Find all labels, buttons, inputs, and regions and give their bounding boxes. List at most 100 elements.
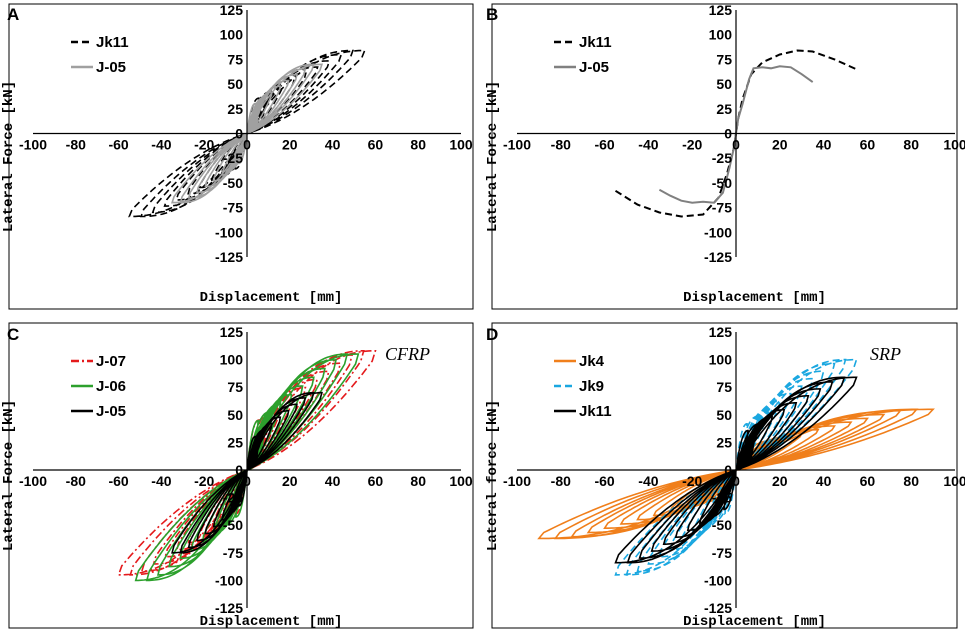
x-tick-label: -60 <box>594 137 614 153</box>
panel-letter: D <box>486 325 498 344</box>
y-tick-label: 125 <box>709 324 733 340</box>
legend-label-j-05: J-05 <box>96 403 126 420</box>
x-tick-label: 40 <box>816 137 832 153</box>
y-tick-label: 0 <box>235 126 243 142</box>
x-tick-label: 100 <box>943 473 965 489</box>
panel-annotation: SRP <box>870 344 901 364</box>
x-tick-label: 40 <box>816 473 832 489</box>
x-tick-label: 80 <box>903 473 919 489</box>
y-tick-label: -125 <box>704 249 732 265</box>
x-tick-label: 60 <box>368 473 384 489</box>
y-axis-title: Lateral Force [kN] <box>485 81 501 232</box>
x-tick-label: -20 <box>194 473 214 489</box>
x-tick-label: 0 <box>732 137 740 153</box>
x-tick-label: 0 <box>243 473 251 489</box>
legend-label-jk11: Jk11 <box>96 34 129 51</box>
x-tick-label: 0 <box>243 137 251 153</box>
y-tick-label: -75 <box>223 200 243 216</box>
y-tick-label: -100 <box>704 572 732 588</box>
y-tick-label: -100 <box>704 224 732 240</box>
x-tick-label: 100 <box>449 473 473 489</box>
y-tick-label: -50 <box>223 175 243 191</box>
x-tick-label: -80 <box>66 137 86 153</box>
legend-label-jk4: Jk4 <box>579 353 605 370</box>
x-tick-label: -80 <box>66 473 86 489</box>
x-tick-label: -20 <box>682 473 702 489</box>
y-tick-label: -25 <box>223 490 243 506</box>
x-tick-label: 80 <box>410 137 426 153</box>
legend-label-j-06: J-06 <box>96 378 126 395</box>
panel-d: -100 -80 -60 -40 -20 0 20 40 60 80 100 -125 -100 -75 -… <box>485 322 965 630</box>
x-tick-label: 60 <box>860 473 876 489</box>
legend-label-jk11: Jk11 <box>579 403 612 420</box>
y-tick-label: -75 <box>223 545 243 561</box>
y-tick-label: 25 <box>716 434 732 450</box>
y-tick-label: -25 <box>712 150 732 166</box>
y-tick-label: -75 <box>712 200 732 216</box>
y-tick-label: 75 <box>716 51 732 67</box>
y-tick-label: -50 <box>223 517 243 533</box>
panel-frame <box>491 3 958 310</box>
panel-a: -100 -80 -60 -40 -20 0 20 40 60 80 100 -125 -100 -75 -… <box>1 2 474 310</box>
x-tick-label: -40 <box>151 137 171 153</box>
x-tick-label: -100 <box>503 473 531 489</box>
y-tick-label: -25 <box>223 150 243 166</box>
y-tick-label: 50 <box>716 407 732 423</box>
x-tick-label: -100 <box>503 137 531 153</box>
legend-label-j-05: J-05 <box>96 59 126 76</box>
y-tick-label: -100 <box>215 572 243 588</box>
x-tick-label: 20 <box>282 473 298 489</box>
x-tick-label: -20 <box>682 137 702 153</box>
panel-letter: A <box>7 5 19 24</box>
x-tick-label: 40 <box>325 473 341 489</box>
x-axis-title: Displacement [mm] <box>683 290 826 306</box>
x-tick-label: 0 <box>732 473 740 489</box>
x-tick-label: -40 <box>638 473 658 489</box>
y-tick-label: -100 <box>215 224 243 240</box>
y-tick-label: 125 <box>709 2 733 18</box>
y-tick-label: -50 <box>712 517 732 533</box>
x-tick-label: 60 <box>368 137 384 153</box>
y-tick-label: -125 <box>215 600 243 616</box>
y-tick-label: 0 <box>724 462 732 478</box>
y-tick-label: 50 <box>227 76 243 92</box>
y-tick-label: 25 <box>227 434 243 450</box>
y-tick-label: -125 <box>704 600 732 616</box>
x-tick-label: 100 <box>943 137 965 153</box>
y-tick-label: 25 <box>716 101 732 117</box>
y-tick-label: 75 <box>227 379 243 395</box>
x-tick-label: -40 <box>151 473 171 489</box>
x-tick-label: -100 <box>19 137 47 153</box>
y-tick-label: -75 <box>712 545 732 561</box>
y-tick-label: 100 <box>220 27 244 43</box>
x-tick-label: 80 <box>903 137 919 153</box>
x-tick-label: 20 <box>772 473 788 489</box>
panel-letter: C <box>7 325 19 344</box>
panel-c: -100 -80 -60 -40 -20 0 20 40 60 80 100 -125 -100 -75 -… <box>1 322 474 630</box>
x-axis-title: Displacement [mm] <box>200 614 343 630</box>
legend-label-jk11: Jk11 <box>579 34 612 51</box>
y-tick-label: 125 <box>220 2 244 18</box>
y-tick-label: 100 <box>220 352 244 368</box>
x-tick-label: -20 <box>194 137 214 153</box>
x-tick-label: -60 <box>108 473 128 489</box>
panel-annotation: CFRP <box>385 344 430 364</box>
x-tick-label: -80 <box>551 137 571 153</box>
x-tick-label: -40 <box>638 137 658 153</box>
x-tick-label: 100 <box>449 137 473 153</box>
y-axis-title: Lateral Force [kN] <box>1 81 17 232</box>
y-tick-label: 50 <box>716 76 732 92</box>
x-tick-label: 80 <box>410 473 426 489</box>
x-tick-label: 20 <box>282 137 298 153</box>
y-tick-label: -125 <box>215 249 243 265</box>
legend-label-jk9: Jk9 <box>579 378 604 395</box>
y-axis-title: Lateral force [kN] <box>485 400 501 551</box>
panel-letter: B <box>486 5 498 24</box>
y-tick-label: 75 <box>227 51 243 67</box>
legend-label-j-05: J-05 <box>579 59 609 76</box>
y-tick-label: 75 <box>716 379 732 395</box>
y-tick-label: 0 <box>724 126 732 142</box>
x-tick-label: -60 <box>594 473 614 489</box>
x-axis-title: Displacement [mm] <box>683 614 826 630</box>
x-tick-label: 40 <box>325 137 341 153</box>
